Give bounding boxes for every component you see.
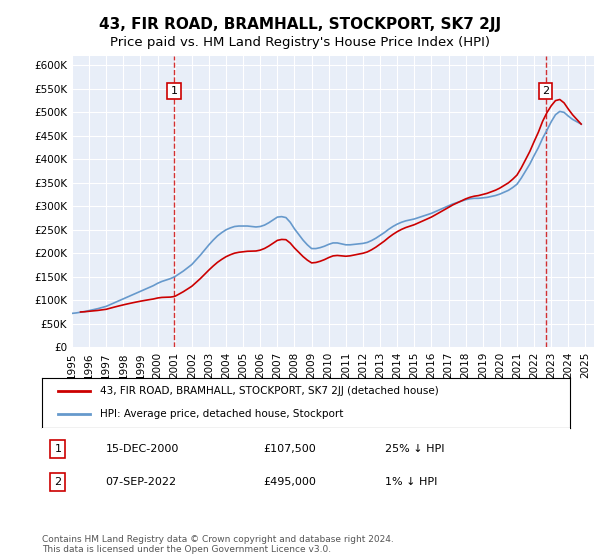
Text: 15-DEC-2000: 15-DEC-2000	[106, 444, 179, 454]
Text: £495,000: £495,000	[264, 477, 317, 487]
Text: 1: 1	[170, 86, 178, 96]
Text: 1% ↓ HPI: 1% ↓ HPI	[385, 477, 437, 487]
Text: 43, FIR ROAD, BRAMHALL, STOCKPORT, SK7 2JJ (detached house): 43, FIR ROAD, BRAMHALL, STOCKPORT, SK7 2…	[100, 386, 439, 395]
Text: 2: 2	[54, 477, 61, 487]
Text: 1: 1	[55, 444, 61, 454]
Text: 07-SEP-2022: 07-SEP-2022	[106, 477, 176, 487]
Text: HPI: Average price, detached house, Stockport: HPI: Average price, detached house, Stoc…	[100, 409, 343, 419]
Text: 25% ↓ HPI: 25% ↓ HPI	[385, 444, 445, 454]
Text: Contains HM Land Registry data © Crown copyright and database right 2024.
This d: Contains HM Land Registry data © Crown c…	[42, 535, 394, 554]
Text: Price paid vs. HM Land Registry's House Price Index (HPI): Price paid vs. HM Land Registry's House …	[110, 36, 490, 49]
Text: £107,500: £107,500	[264, 444, 317, 454]
Text: 43, FIR ROAD, BRAMHALL, STOCKPORT, SK7 2JJ: 43, FIR ROAD, BRAMHALL, STOCKPORT, SK7 2…	[99, 17, 501, 32]
Text: 2: 2	[542, 86, 549, 96]
